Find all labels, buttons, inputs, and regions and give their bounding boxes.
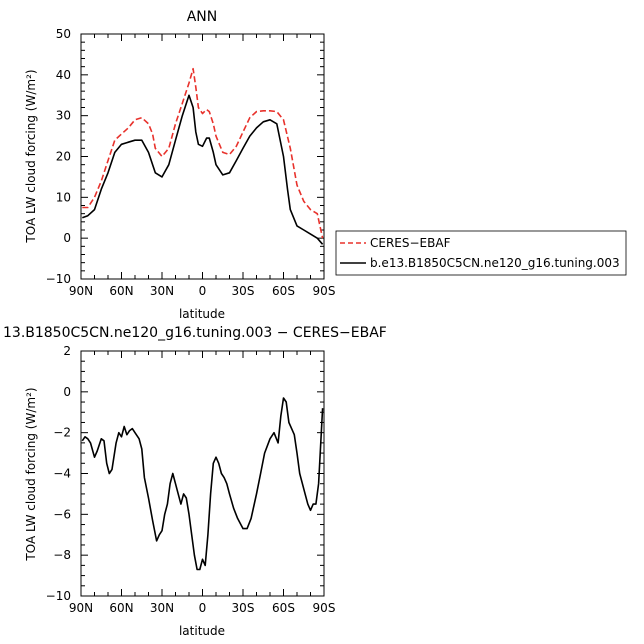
bottom-chart-xlabel: latitude xyxy=(179,624,225,638)
top-chart-ytick-label: 10 xyxy=(56,190,71,204)
legend: CERES−EBAF b.e13.B1850C5CN.ne120_g16.tun… xyxy=(335,230,627,276)
bottom-chart-frame xyxy=(80,350,325,597)
bottom-chart-series-model-line xyxy=(81,397,324,571)
top-chart-ytick-label: 0 xyxy=(63,231,71,245)
top-chart-xtick-label: 30S xyxy=(232,284,255,298)
bottom-chart-xtick-label: 90S xyxy=(313,601,336,615)
top-chart-xtick-label: 90S xyxy=(313,284,336,298)
bottom-chart-ytick-label: −8 xyxy=(53,548,71,562)
bottom-chart-xtick-label: 30S xyxy=(232,601,255,615)
bottom-chart-ytick-label: −6 xyxy=(53,507,71,521)
top-chart-xtick-label: 30N xyxy=(150,284,174,298)
bottom-chart-xtick-label: 0 xyxy=(199,601,207,615)
legend-label-model: b.e13.B1850C5CN.ne120_g16.tuning.003 xyxy=(370,256,620,270)
top-chart-xtick-label: 60N xyxy=(109,284,133,298)
top-chart-ytick-label: 50 xyxy=(56,27,71,41)
top-chart-xtick-label: 0 xyxy=(199,284,207,298)
legend-label-ceres: CERES−EBAF xyxy=(370,236,451,250)
bottom-chart-panel: 13.B1850C5CN.ne120_g16.tuning.003 − CERE… xyxy=(3,325,387,638)
top-chart-ytick-label: 40 xyxy=(56,68,71,82)
top-chart-ytick-label: 20 xyxy=(56,150,71,164)
top-chart-xtick-label: 60S xyxy=(272,284,295,298)
bottom-chart-ylabel: TOA LW cloud forcing (W/m²) xyxy=(24,387,38,561)
bottom-chart-title: 13.B1850C5CN.ne120_g16.tuning.003 − CERE… xyxy=(3,325,387,341)
top-chart-series-ceres-line xyxy=(82,67,324,239)
top-chart-series-model-line xyxy=(82,94,324,245)
bottom-chart-xtick-label: 90N xyxy=(69,601,93,615)
legend-box xyxy=(335,230,627,276)
top-chart-ylabel: TOA LW cloud forcing (W/m²) xyxy=(24,69,38,243)
top-chart-ytick-label: 30 xyxy=(56,109,71,123)
bottom-chart-xtick-label: 30N xyxy=(150,601,174,615)
bottom-chart-ytick-label: −10 xyxy=(46,589,71,603)
bottom-chart-xtick-label: 60S xyxy=(272,601,295,615)
top-chart-xlabel: latitude xyxy=(179,307,225,321)
bottom-chart-ytick-label: 2 xyxy=(63,344,71,358)
bottom-chart-ytick-label: 0 xyxy=(63,385,71,399)
bottom-chart-xtick-label: 60N xyxy=(109,601,133,615)
top-chart-xtick-label: 90N xyxy=(69,284,93,298)
top-chart-title: ANN xyxy=(187,9,218,25)
bottom-chart-ytick-label: −4 xyxy=(53,467,71,481)
top-chart-ytick-label: −10 xyxy=(46,272,71,286)
top-chart-frame xyxy=(80,33,325,280)
bottom-chart-ytick-label: −2 xyxy=(53,426,71,440)
top-chart-panel: ANN 50 40 30 20 10 0 −10 90N 60N 30N 0 30S 60S 90S l… xyxy=(24,9,335,321)
